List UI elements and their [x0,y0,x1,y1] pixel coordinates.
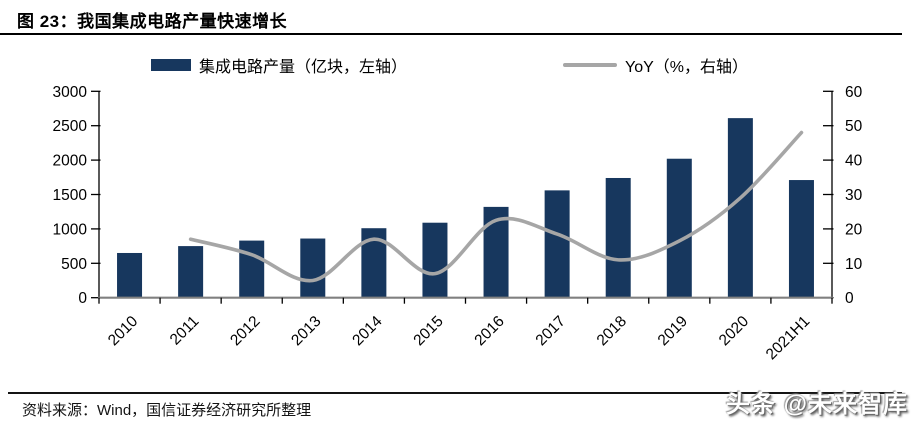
x-label-2012: 2012 [227,313,263,349]
legend-item-production: 集成电路产量（亿块，左轴） [151,54,407,76]
bar-legend-swatch [151,59,191,71]
x-label-2016: 2016 [471,313,507,349]
bar-2012 [239,240,265,298]
x-label-2017: 2017 [533,313,569,349]
source-note: 资料来源：Wind，国信证券经济研究所整理 [22,402,312,419]
y-left-tick-label: 2500 [53,118,88,135]
y-right-tick-label: 50 [845,118,863,135]
x-label-2015: 2015 [410,313,446,349]
x-label-2013: 2013 [288,313,324,349]
y-left-tick-label: 1000 [53,221,88,238]
legend-item-yoy: YoY（%，右轴） [563,54,748,76]
bar-2013 [300,238,326,298]
y-left-tick-label: 0 [78,290,87,307]
bar-2010 [117,252,143,298]
y-right-tick-label: 20 [845,221,863,238]
x-label-2010: 2010 [105,313,142,350]
legend-label-yoy: YoY（%，右轴） [625,59,749,76]
figure-title: 图 23：我国集成电路产量快速增长 [17,12,288,31]
bar-2015 [422,222,448,298]
x-label-2011: 2011 [167,313,203,349]
bar-2011 [178,246,204,298]
x-label-2020: 2020 [716,313,753,350]
x-label-2019: 2019 [655,313,691,349]
y-right-tick-label: 40 [845,153,863,170]
y-right-tick-label: 0 [845,290,854,307]
bar-2019 [666,158,692,298]
y-right-tick-label: 30 [845,187,863,204]
x-label-2018: 2018 [594,313,630,349]
y-right-tick-label: 10 [845,256,863,273]
bar-2021H1 [788,180,814,298]
legend-label-production: 集成电路产量（亿块，左轴） [199,59,408,76]
yoy-legend-swatch [563,63,617,67]
bar-2020 [727,118,753,298]
x-label-2014: 2014 [349,313,386,350]
yoy-line [188,130,804,283]
y-right-tick-label: 60 [845,84,863,101]
watermark: 头条 @未来智库 [725,391,908,418]
y-left-tick-label: 2000 [53,153,88,170]
footer-divider [8,392,902,394]
x-label-2021H1: 2021H1 [763,313,813,363]
bar-2017 [544,190,570,298]
bar-2018 [605,177,631,298]
y-left-tick-label: 500 [61,256,87,273]
title-divider [0,33,902,35]
y-left-tick-label: 1500 [53,187,88,204]
y-left-tick-label: 3000 [53,84,88,101]
combo-chart: 0 500 1000 1500 2000 2500 3000 0 10 20 30 40 50 60 201… [53,84,863,363]
